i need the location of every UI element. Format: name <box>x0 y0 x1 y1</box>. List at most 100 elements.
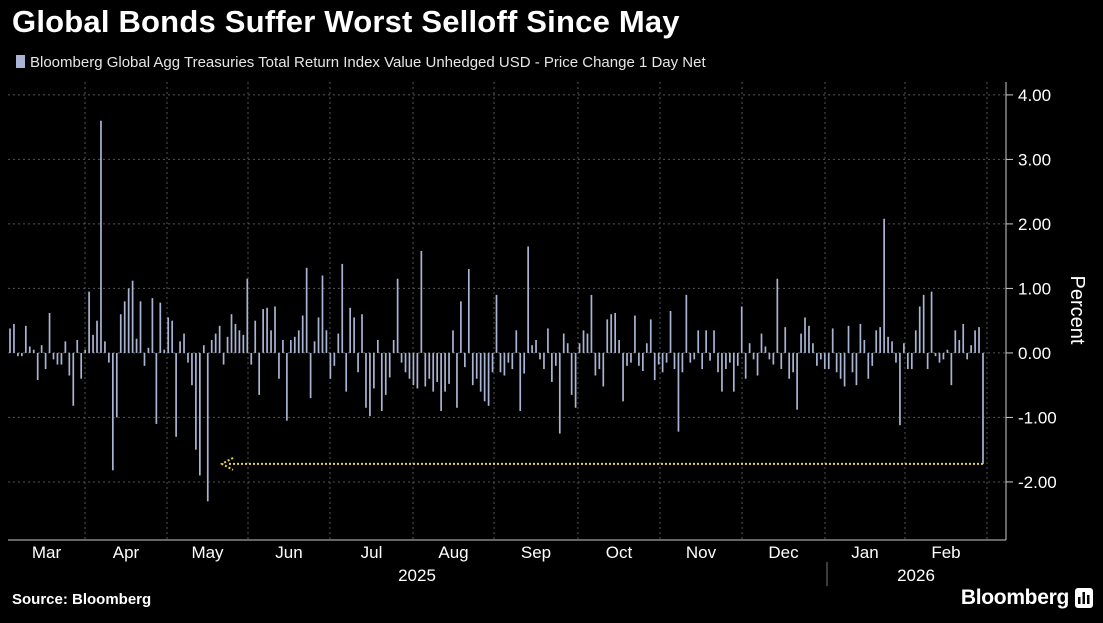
bar <box>839 352 842 379</box>
bar <box>341 263 344 353</box>
bar <box>954 330 957 353</box>
bar <box>195 352 197 450</box>
bar <box>875 330 878 353</box>
bar <box>630 352 632 363</box>
bar <box>760 333 763 353</box>
bar <box>867 352 870 379</box>
bar <box>531 345 533 353</box>
bar <box>416 352 419 389</box>
bar <box>76 340 79 353</box>
x-tick-label-may: May <box>191 543 224 562</box>
bar <box>503 352 506 376</box>
bar <box>657 352 660 365</box>
bar <box>380 352 383 411</box>
bar <box>970 345 972 353</box>
bar <box>226 336 229 353</box>
bar <box>88 291 90 353</box>
bar <box>345 352 348 392</box>
y-tick-label: -1.00 <box>1018 408 1057 427</box>
bar <box>206 352 209 502</box>
bar <box>673 352 676 370</box>
annotation-arrow <box>219 457 983 471</box>
bar <box>440 352 442 411</box>
bar <box>638 352 640 366</box>
bar <box>218 325 221 353</box>
bar <box>388 352 391 378</box>
bar <box>72 352 75 406</box>
bar <box>697 330 700 353</box>
bar <box>171 320 174 353</box>
bar <box>115 352 118 418</box>
bar <box>202 345 205 353</box>
bar <box>199 352 201 476</box>
bar <box>135 338 138 353</box>
bar <box>111 352 114 471</box>
bar <box>701 352 704 370</box>
bar <box>139 301 142 353</box>
bar <box>123 301 126 353</box>
bar <box>151 298 154 353</box>
bar <box>428 352 431 379</box>
bar <box>590 294 593 353</box>
bar <box>266 307 268 353</box>
legend: Bloomberg Global Agg Treasuries Total Re… <box>16 54 706 71</box>
bar <box>847 325 850 353</box>
bar <box>222 352 225 365</box>
bar <box>729 352 731 363</box>
bar <box>436 352 439 382</box>
bar <box>28 346 31 353</box>
bar <box>598 352 601 370</box>
bar <box>717 352 719 373</box>
bar <box>191 352 193 386</box>
bar <box>780 352 783 370</box>
bar <box>831 328 834 353</box>
bar <box>119 314 122 353</box>
bar <box>309 352 312 399</box>
bar <box>456 352 458 408</box>
bar <box>950 352 953 386</box>
bar <box>634 315 636 353</box>
bar <box>108 352 110 363</box>
bar <box>365 352 367 408</box>
bar <box>420 251 423 353</box>
bar <box>812 343 814 353</box>
bar <box>681 352 684 373</box>
bar <box>594 352 597 376</box>
chart-title: Global Bonds Suffer Worst Selloff Since … <box>12 4 680 39</box>
bar <box>507 352 510 363</box>
bar <box>424 352 427 387</box>
bar <box>649 319 652 353</box>
bar <box>452 330 454 353</box>
bar <box>554 352 557 366</box>
bar <box>823 352 826 370</box>
bar <box>143 352 146 366</box>
bars <box>9 120 984 502</box>
bar <box>467 269 470 353</box>
bar <box>966 352 969 360</box>
bar <box>104 341 106 353</box>
bar <box>942 352 945 360</box>
bar <box>293 336 296 353</box>
bar <box>642 352 644 371</box>
bar <box>515 330 518 353</box>
bar <box>618 340 620 353</box>
bar <box>547 328 549 353</box>
bar <box>400 352 403 363</box>
bar <box>744 352 747 379</box>
bar <box>895 352 897 363</box>
bar <box>610 314 613 353</box>
legend-label: Bloomberg Global Agg Treasuries Total Re… <box>30 54 706 71</box>
bar <box>499 352 502 373</box>
bar <box>851 352 854 373</box>
bar <box>491 352 494 373</box>
bar <box>464 352 466 368</box>
bar <box>32 349 35 353</box>
bar <box>17 352 19 357</box>
bar <box>903 343 905 353</box>
bar <box>404 352 407 373</box>
bar <box>80 352 83 379</box>
bar <box>910 352 913 370</box>
bar <box>788 352 791 379</box>
bar <box>511 352 514 370</box>
